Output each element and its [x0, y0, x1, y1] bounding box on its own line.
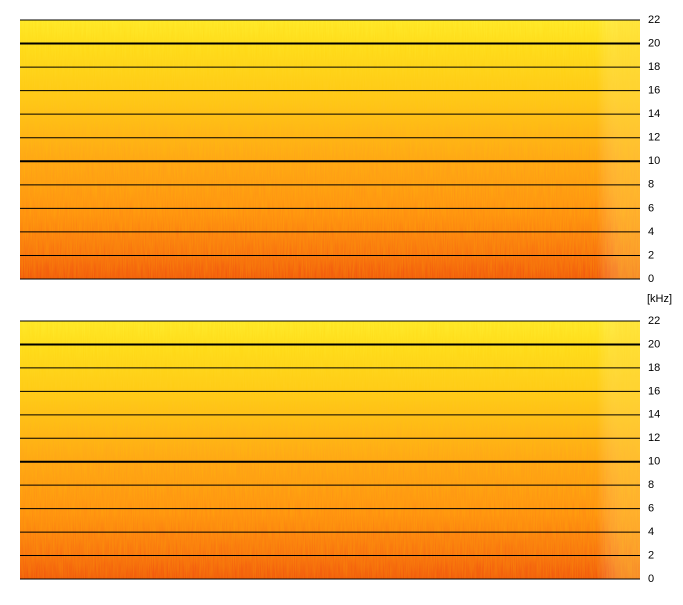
- y-tick-label: 16: [648, 385, 660, 397]
- y-tick-label: 2: [648, 249, 654, 261]
- y-tick-label: 6: [648, 503, 654, 515]
- y-tick-label: 6: [648, 202, 654, 214]
- y-tick-label: 4: [648, 226, 654, 238]
- y-tick-label: 18: [648, 362, 660, 374]
- y-tick-label: 22: [648, 14, 660, 26]
- y-tick-label: 22: [648, 315, 660, 327]
- y-tick-label: 8: [648, 479, 654, 491]
- spectrogram-fade: [20, 321, 640, 579]
- y-tick-label: 0: [648, 273, 654, 285]
- y-tick-label: 12: [648, 432, 660, 444]
- y-tick-label: 18: [648, 61, 660, 73]
- y-tick-label: 12: [648, 132, 660, 144]
- y-tick-label: 14: [648, 409, 660, 421]
- y-axis-unit: [kHz]: [647, 293, 672, 305]
- y-tick-label: 10: [648, 155, 660, 167]
- y-tick-label: 20: [648, 338, 660, 350]
- y-tick-label: 0: [648, 573, 654, 585]
- spectrogram-fade: [20, 20, 640, 279]
- y-tick-label: 20: [648, 37, 660, 49]
- y-tick-label: 14: [648, 108, 660, 120]
- y-tick-label: 16: [648, 85, 660, 97]
- y-tick-label: 4: [648, 526, 654, 538]
- y-tick-label: 2: [648, 549, 654, 561]
- y-tick-label: 10: [648, 456, 660, 468]
- y-tick-label: 8: [648, 179, 654, 191]
